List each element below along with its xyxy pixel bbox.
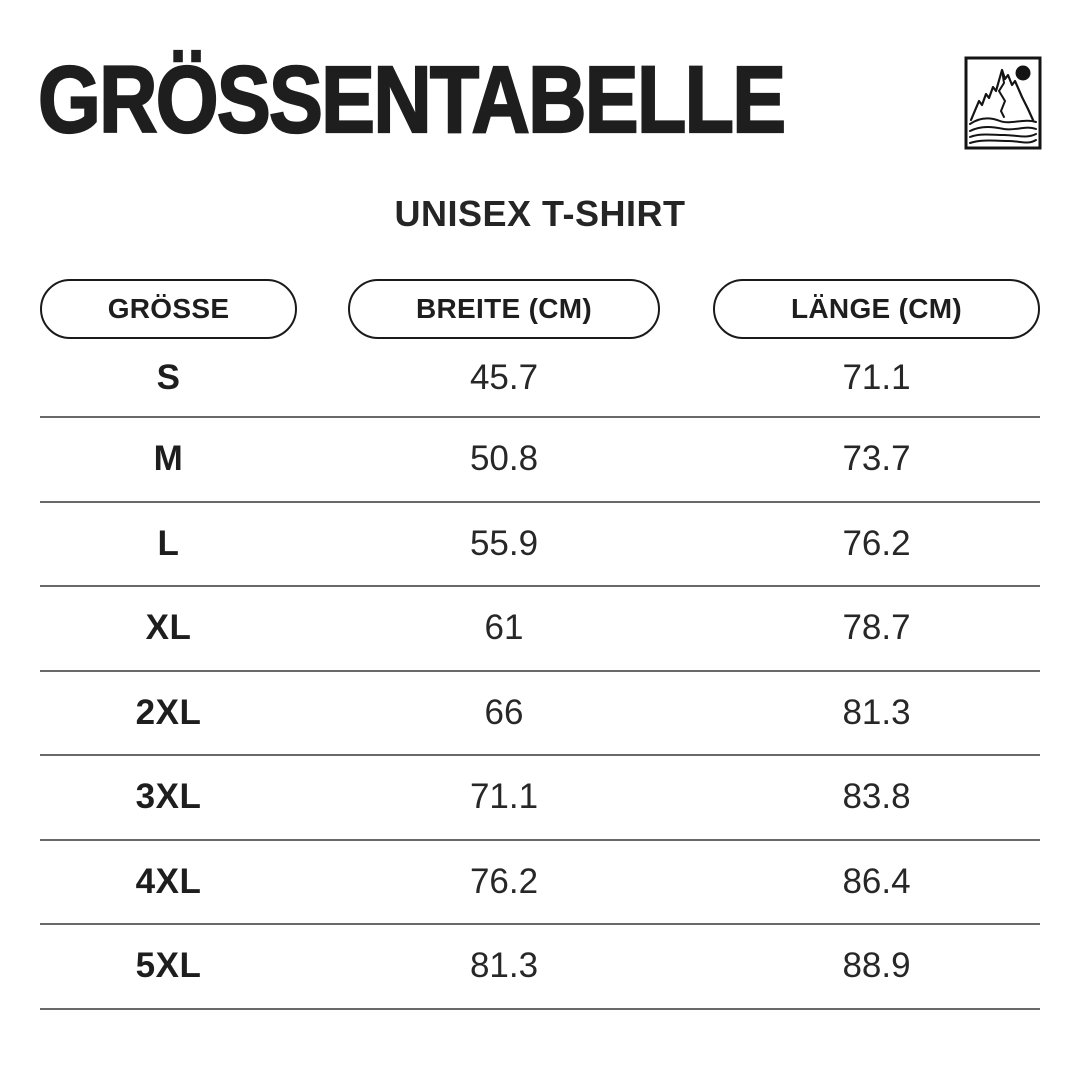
- table-row: 3XL 71.1 83.8: [40, 756, 1040, 841]
- page-title: GRÖSSENTABELLE: [37, 47, 787, 153]
- table-row: L 55.9 76.2: [40, 503, 1040, 587]
- table-row: 4XL 76.2 86.4: [40, 841, 1040, 925]
- product-subtitle: UNISEX T-SHIRT: [394, 193, 686, 234]
- table-row: 2XL 66 81.3: [40, 672, 1040, 756]
- size-cell: 5XL: [135, 946, 202, 986]
- width-cell: 55.9: [469, 523, 539, 563]
- table-row: 5XL 81.3 88.9: [40, 925, 1040, 1010]
- length-cell: 88.9: [842, 946, 911, 986]
- width-cell: 50.8: [469, 439, 539, 479]
- length-cell: 76.2: [842, 523, 911, 563]
- table-body: S 45.7 71.1 M 50.8 73.7 L 55.9 76.2 XL 6…: [40, 339, 1040, 1010]
- brand-logo: [964, 56, 1042, 150]
- column-header-size: GRÖSSE: [40, 279, 297, 339]
- size-cell: 4XL: [135, 861, 202, 901]
- column-header-width: BREITE (CM): [348, 279, 660, 339]
- width-cell: 61: [484, 608, 524, 648]
- size-cell: 2XL: [135, 692, 202, 732]
- width-cell: 76.2: [469, 861, 539, 901]
- size-cell: 3XL: [135, 777, 202, 817]
- width-cell: 71.1: [469, 777, 539, 817]
- table-row: S 45.7 71.1: [40, 339, 1040, 418]
- size-cell: XL: [145, 608, 192, 648]
- mountain-logo-icon: [964, 56, 1042, 150]
- length-cell: 81.3: [842, 692, 911, 732]
- size-cell: M: [153, 439, 184, 479]
- size-cell: S: [156, 357, 181, 397]
- width-cell: 81.3: [469, 946, 539, 986]
- length-cell: 83.8: [842, 777, 911, 817]
- size-cell: L: [157, 523, 180, 563]
- length-cell: 71.1: [842, 357, 911, 397]
- length-cell: 73.7: [842, 439, 911, 479]
- table-header-row: GRÖSSE BREITE (CM) LÄNGE (CM): [40, 279, 1040, 339]
- width-cell: 45.7: [469, 357, 539, 397]
- size-table: GRÖSSE BREITE (CM) LÄNGE (CM) S 45.7 71.…: [40, 279, 1040, 1010]
- column-header-length: LÄNGE (CM): [713, 279, 1040, 339]
- length-cell: 78.7: [842, 608, 911, 648]
- length-cell: 86.4: [842, 861, 911, 901]
- width-cell: 66: [484, 692, 524, 732]
- table-row: XL 61 78.7: [40, 587, 1040, 672]
- table-row: M 50.8 73.7: [40, 418, 1040, 503]
